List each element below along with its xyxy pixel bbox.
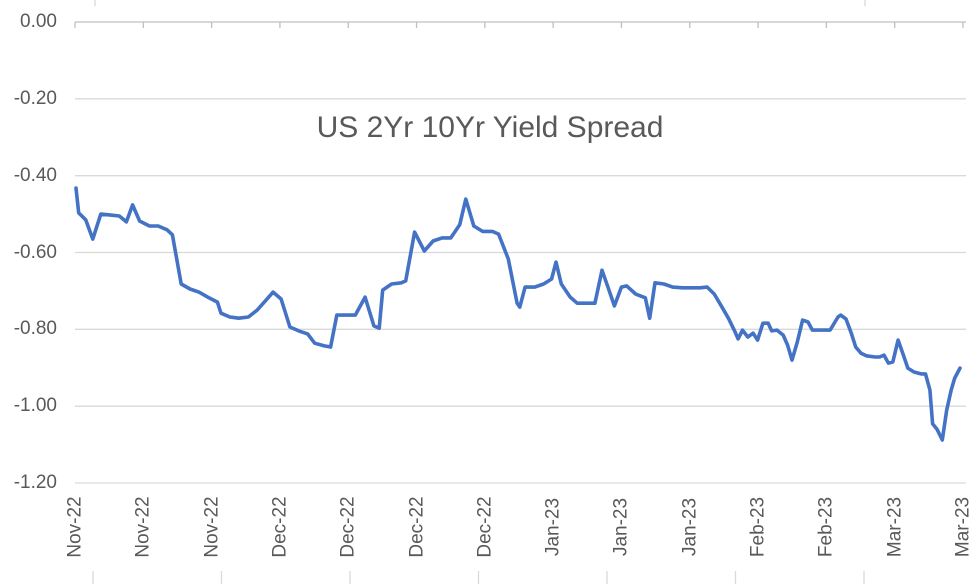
y-axis-tick-label: -1.00 [13, 395, 57, 417]
x-axis-tick-label: Nov-22 [132, 496, 154, 558]
x-axis-tick-label: Jan-23 [679, 497, 701, 557]
x-axis-tick-label: Nov-22 [64, 496, 86, 558]
x-axis-tick-label: Jan-23 [610, 497, 632, 557]
x-axis-tick-label: Mar-23 [952, 496, 974, 558]
x-axis-tick-label: Dec-22 [269, 496, 291, 558]
x-axis-tick-label: Dec-22 [406, 496, 428, 558]
x-axis-tick-label: Jan-23 [542, 497, 564, 557]
spread-line-series [74, 186, 962, 442]
x-axis-tick-label: Mar-23 [884, 496, 906, 558]
x-axis-tick-label: Feb-23 [815, 496, 837, 558]
x-axis-tick-label: Dec-22 [337, 496, 359, 558]
y-axis-tick-label: -0.40 [13, 164, 57, 186]
y-axis-tick-label: -0.20 [13, 87, 57, 109]
y-axis-tick-label: 0.00 [20, 11, 57, 32]
chart-title: US 2Yr 10Yr Yield Spread [316, 111, 664, 144]
x-axis-tick-label: Dec-22 [474, 496, 496, 558]
y-axis-tick-label: -0.60 [13, 241, 57, 263]
x-axis-tick-label: Nov-22 [201, 496, 223, 558]
y-axis-tick-label: -1.20 [13, 472, 57, 493]
y-axis-tick-label: -0.80 [13, 318, 57, 340]
x-axis-tick-label: Feb-23 [747, 496, 769, 558]
